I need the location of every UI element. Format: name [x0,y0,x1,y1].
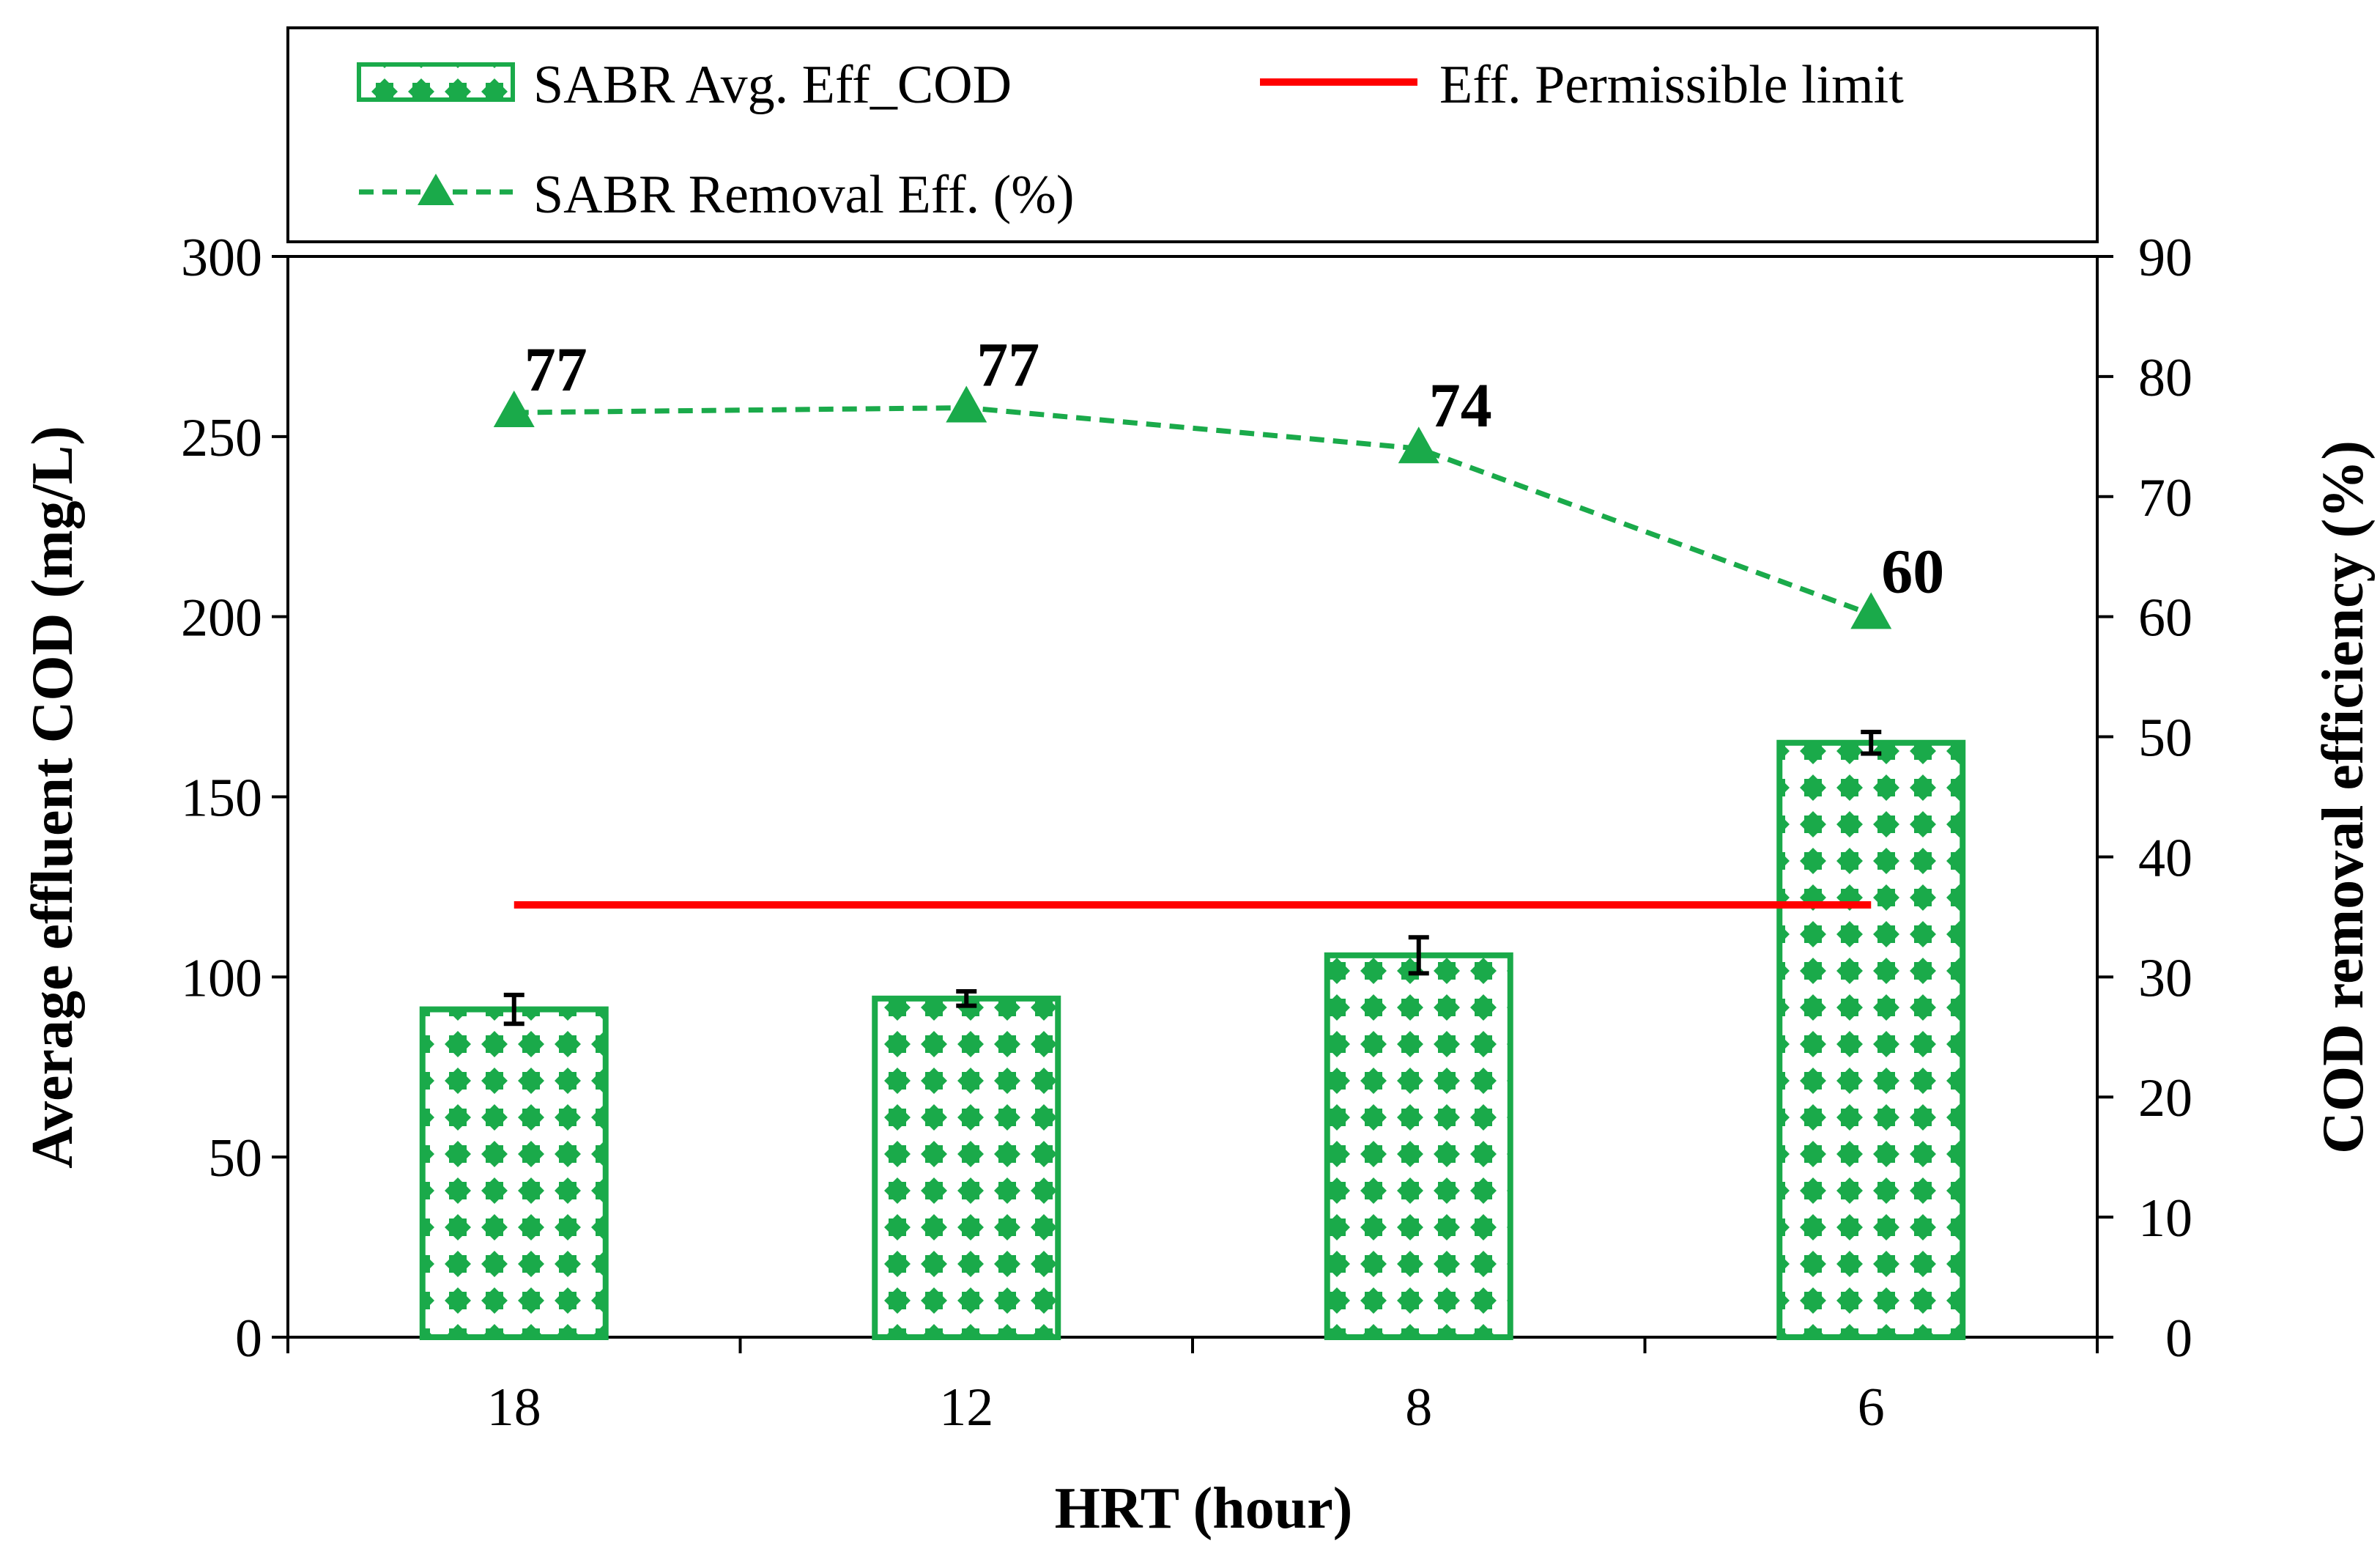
legend-label-removal: SABR Removal Eff. (%) [533,165,1075,225]
y-axis-title: Average effluent COD (mg/L) [21,426,85,1169]
y-tick-label: 300 [181,228,262,288]
bar [1324,952,1513,1341]
legend-label-limit: Eff. Permissible limit [1439,55,1904,115]
legend-triangle-marker [418,174,454,205]
x-axis: 18 12 8 6 [286,1337,2099,1438]
removal-efficiency-line [514,404,1872,617]
removal-efficiency-series: 77 77 74 60 [493,330,1944,629]
y2-tick-label: 0 [2165,1309,2192,1369]
y-tick-label: 50 [208,1128,262,1188]
y2-tick-label: 40 [2138,828,2192,888]
legend-box [286,26,2099,243]
x-tick-label: 18 [487,1377,541,1438]
y2-tick-label: 60 [2138,588,2192,648]
bar [419,1006,609,1341]
y-tick-label: 200 [181,588,262,648]
y-tick-label: 250 [181,408,262,468]
y-tick-label: 100 [181,948,262,1008]
error-bars [503,730,1882,1027]
removal-efficiency-label: 77 [976,330,1039,400]
legend-bar-swatch [357,62,515,102]
y2-tick-label: 80 [2138,348,2192,408]
y2-tick-label: 70 [2138,468,2192,528]
y-tick-label: 0 [235,1309,262,1369]
y2-tick-label: 10 [2138,1188,2192,1249]
y2-tick-label: 50 [2138,709,2192,769]
removal-efficiency-label: 60 [1881,536,1944,606]
right-y-axis: 0 10 20 30 40 50 60 70 80 90 [2097,228,2192,1369]
x-tick-label: 12 [939,1377,993,1438]
x-tick-label: 6 [1858,1377,1885,1438]
removal-efficiency-point [1398,426,1439,464]
legend: SABR Avg. Eff_COD Eff. Permissible limit… [286,26,2099,243]
y2-tick-label: 20 [2138,1068,2192,1128]
x-axis-title: HRT (hour) [1055,1476,1353,1541]
x-tick-label: 8 [1405,1377,1432,1438]
removal-efficiency-label: 77 [524,334,587,404]
legend-label-bar: SABR Avg. Eff_COD [533,55,1012,115]
bar [1776,739,1966,1340]
y2-tick-label: 90 [2138,228,2192,288]
removal-efficiency-point [946,385,987,423]
bar [872,995,1061,1341]
removal-efficiency-point [493,391,535,428]
y2-axis-title: COD removal efficiency (%) [2311,440,2376,1154]
y-tick-label: 150 [181,769,262,829]
y2-tick-label: 30 [2138,948,2192,1008]
removal-efficiency-label: 74 [1429,370,1492,440]
removal-efficiency-point [1850,592,1892,629]
bar-series [419,739,1966,1341]
left-y-axis: 0 50 100 150 200 250 300 [181,228,288,1369]
